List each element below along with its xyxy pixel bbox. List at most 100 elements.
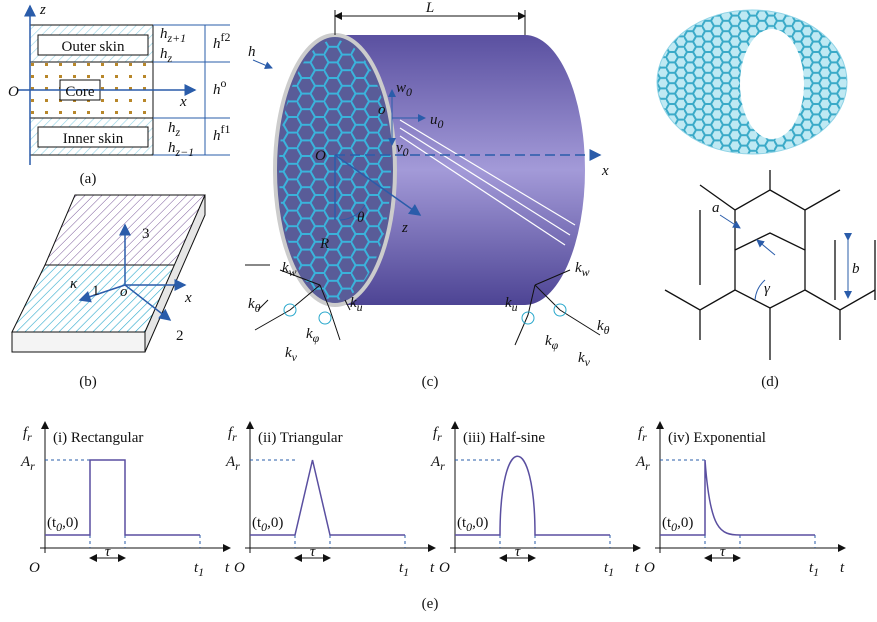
- label: x: [601, 163, 609, 179]
- label-part: v: [292, 350, 298, 364]
- label: (t0,0): [252, 515, 283, 534]
- label-part: r: [645, 459, 650, 473]
- label-part: u: [357, 300, 363, 314]
- label-part: v: [585, 355, 591, 369]
- label-part: w: [582, 265, 590, 279]
- label-part: r: [437, 430, 442, 444]
- label: h: [248, 44, 256, 60]
- spring-label: kφ: [545, 333, 559, 352]
- label-part: 1: [813, 565, 819, 579]
- label-part: r: [440, 459, 445, 473]
- label-part: θ: [604, 323, 610, 337]
- label-part: φ: [313, 331, 320, 345]
- label: 1: [92, 283, 100, 299]
- label: τ: [310, 544, 316, 560]
- label: θ: [357, 210, 365, 226]
- label: hz+1: [160, 26, 186, 45]
- figure: (a) (b) (c) (d) (e) Outer skin Core Inner skin z…: [0, 0, 877, 622]
- spring-label: kθ: [248, 296, 261, 315]
- label: t1: [399, 560, 409, 579]
- label-part: 0: [406, 85, 412, 99]
- label: fr: [23, 425, 32, 444]
- label: (t0,0): [47, 515, 78, 534]
- label: κ: [70, 276, 78, 292]
- label-part: 1: [198, 565, 204, 579]
- label: O: [29, 560, 40, 576]
- label-part: h: [160, 46, 168, 62]
- label: Ar: [635, 454, 650, 473]
- label: γ: [764, 281, 771, 297]
- label-part: ,0): [677, 515, 693, 531]
- label-part: o: [221, 76, 227, 90]
- label: z: [39, 2, 46, 18]
- spring-label: kv: [578, 350, 591, 369]
- label-part: z+1: [167, 31, 187, 45]
- label: o: [378, 102, 386, 118]
- spring-label: kv: [285, 345, 298, 364]
- label: fr: [638, 425, 647, 444]
- label-part: h: [213, 128, 221, 144]
- label: t1: [809, 560, 819, 579]
- label: R: [319, 236, 329, 252]
- label-part: r: [642, 430, 647, 444]
- label: O: [439, 560, 450, 576]
- label-part: f1: [221, 122, 231, 136]
- label: (t0,0): [457, 515, 488, 534]
- label: t1: [194, 560, 204, 579]
- label-part: w: [289, 265, 297, 279]
- label: (t0,0): [662, 515, 693, 534]
- label-part: h: [213, 82, 221, 98]
- label: b: [852, 261, 860, 277]
- label: a: [712, 200, 720, 216]
- pulse-title: (iii) Half-sine: [463, 430, 545, 446]
- label: τ: [720, 544, 726, 560]
- label: τ: [105, 544, 111, 560]
- label: fr: [228, 425, 237, 444]
- label-part: z: [175, 125, 181, 139]
- label: x: [184, 290, 192, 306]
- label-part: u: [512, 300, 518, 314]
- label: hf1: [213, 122, 230, 144]
- label-part: ,0): [472, 515, 488, 531]
- label-part: w: [396, 80, 406, 96]
- panel-label: (d): [761, 374, 779, 390]
- label-part: r: [232, 430, 237, 444]
- label: Ar: [20, 454, 35, 473]
- label: o: [120, 284, 128, 300]
- label: τ: [515, 544, 521, 560]
- label: t: [840, 560, 845, 576]
- panel-label: (a): [80, 171, 97, 187]
- label: z: [401, 220, 408, 236]
- label-part: ,0): [62, 515, 78, 531]
- label: O: [8, 84, 19, 100]
- panel-d-drawing: [657, 10, 875, 360]
- label-part: f2: [221, 30, 231, 44]
- label: 2: [176, 328, 184, 344]
- panel-label: (e): [422, 596, 439, 612]
- label: hz−1: [168, 140, 194, 159]
- pulse-title: (i) Rectangular: [53, 430, 143, 446]
- layer-label: Outer skin: [62, 39, 125, 55]
- panel-label: (c): [422, 374, 439, 390]
- label-part: h: [213, 36, 221, 52]
- label: Ar: [430, 454, 445, 473]
- label: fr: [433, 425, 442, 444]
- panel-c-drawing: [245, 10, 600, 345]
- label-part: ,0): [267, 515, 283, 531]
- label-part: r: [235, 459, 240, 473]
- label: O: [644, 560, 655, 576]
- label: ho: [213, 76, 227, 98]
- label-part: 1: [403, 565, 409, 579]
- layer-label: Inner skin: [63, 131, 124, 147]
- label-part: 1: [608, 565, 614, 579]
- panel-label: (b): [79, 374, 97, 390]
- panel-a-drawing: [18, 6, 230, 165]
- label: hz: [168, 120, 181, 139]
- label-part: h: [168, 140, 176, 156]
- label: O: [234, 560, 245, 576]
- label-part: 0: [403, 145, 409, 159]
- label-part: r: [27, 430, 32, 444]
- layer-label: Core: [65, 84, 95, 100]
- label: t1: [604, 560, 614, 579]
- label: Ar: [225, 454, 240, 473]
